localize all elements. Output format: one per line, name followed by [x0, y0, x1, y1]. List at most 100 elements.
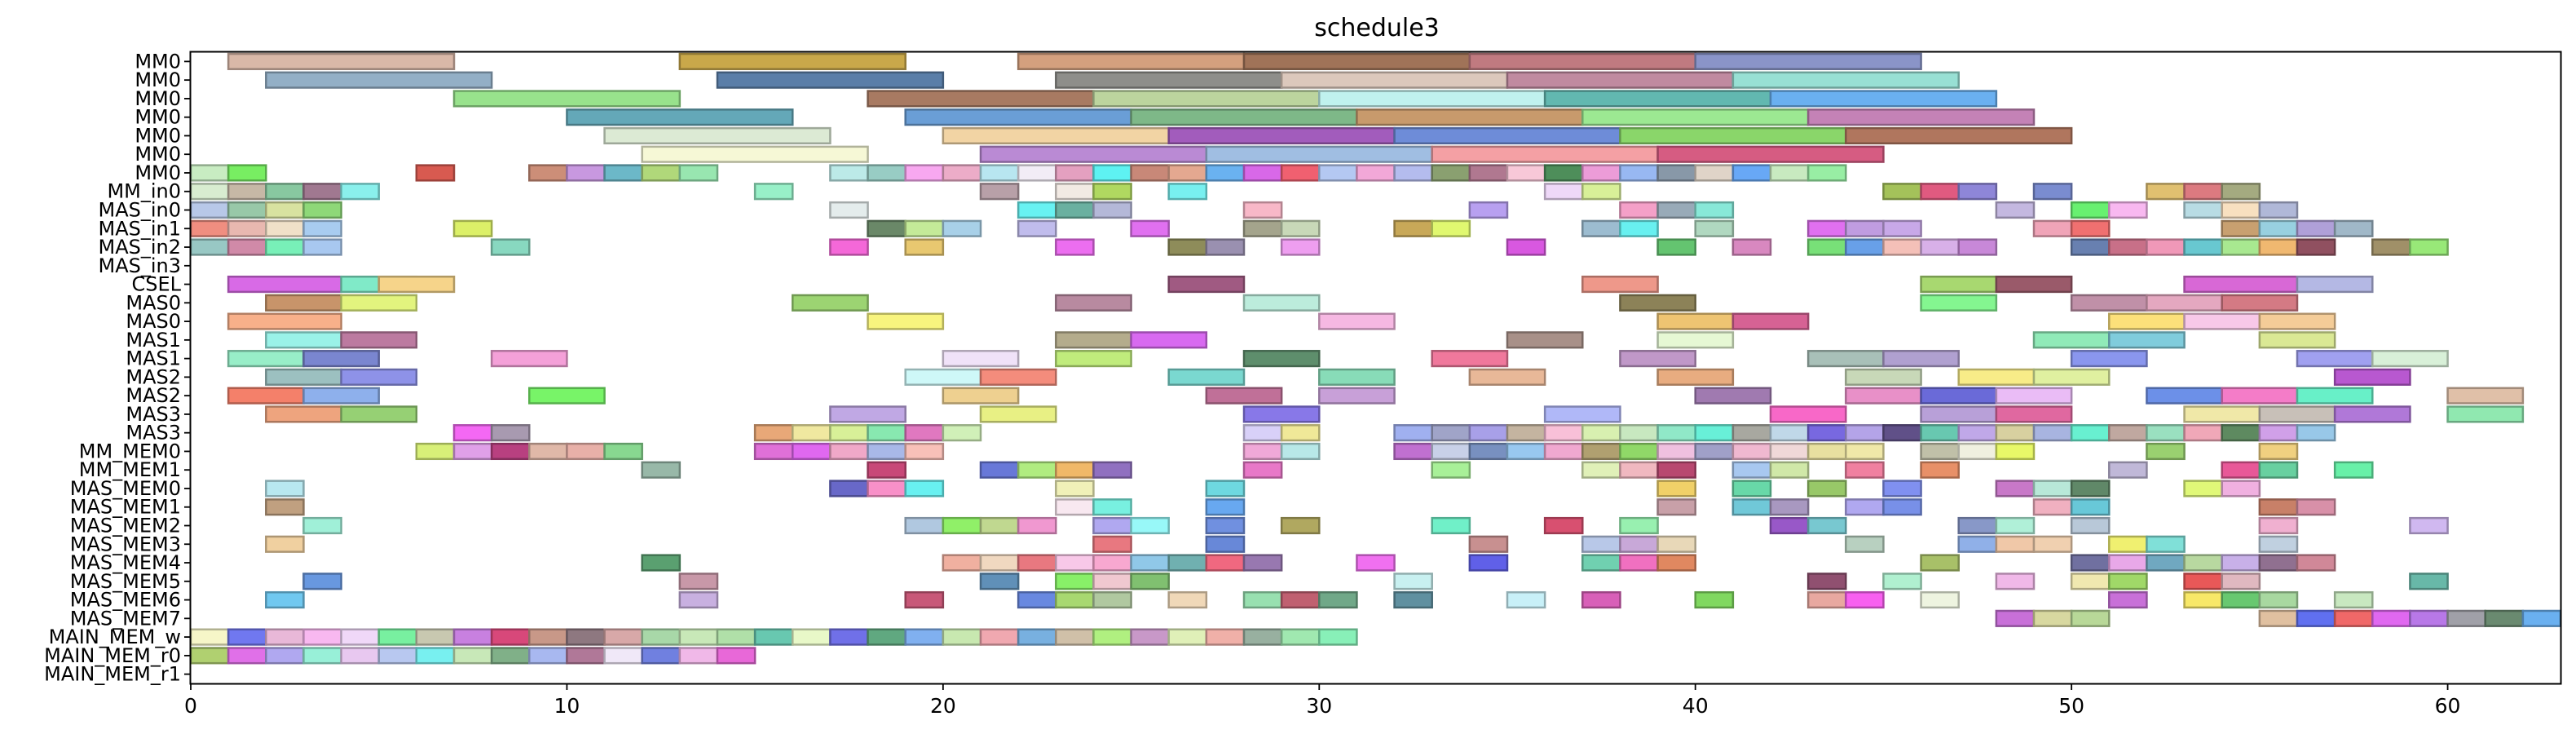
y-tick-label: MAS_in3 — [98, 254, 181, 277]
task-bar — [1092, 201, 1132, 219]
task-bar — [2409, 238, 2449, 256]
task-bar — [1017, 201, 1057, 219]
task-bar — [2221, 554, 2261, 572]
task-bar — [1806, 480, 1847, 497]
task-bar — [1619, 424, 1659, 442]
task-bar — [678, 590, 719, 609]
task-bar — [227, 312, 342, 330]
task-bar — [1581, 275, 1659, 294]
task-bar — [1619, 294, 1696, 312]
task-bar — [1092, 535, 1132, 553]
task-bar — [1581, 108, 1810, 126]
task-bar — [2032, 183, 2073, 201]
task-bar — [1995, 201, 2036, 219]
task-bar — [1882, 183, 1922, 201]
task-bar — [1619, 201, 1659, 219]
task-bar — [1393, 424, 1433, 442]
task-bar — [1656, 461, 1696, 479]
task-bar — [1845, 498, 1885, 516]
task-bar — [2258, 609, 2299, 627]
task-bar — [829, 201, 869, 219]
task-bar — [227, 238, 267, 256]
task-bar — [904, 442, 945, 461]
task-bar — [1957, 368, 2036, 386]
y-tick-label: MAS_MEM1 — [70, 496, 181, 519]
x-tick-label: 50 — [2058, 694, 2084, 718]
task-bar — [302, 183, 342, 201]
task-bar — [1694, 387, 1772, 405]
task-bar — [1242, 201, 1283, 219]
task-bar — [1845, 219, 1885, 237]
task-bar — [1619, 442, 1659, 461]
y-tick-label: MAS_MEM4 — [70, 551, 181, 574]
task-bar — [1543, 90, 1772, 108]
task-bar — [2296, 275, 2374, 294]
task-bar — [1845, 387, 1922, 405]
task-bar — [979, 183, 1020, 201]
task-bar — [979, 628, 1020, 646]
task-bar — [1543, 183, 1584, 201]
task-bar — [2333, 590, 2374, 609]
task-bar — [1957, 442, 1998, 461]
task-bar — [603, 126, 831, 145]
task-bar — [1845, 368, 1922, 386]
task-bar — [2221, 183, 2261, 201]
task-bar — [904, 628, 945, 646]
task-bar — [227, 201, 267, 219]
task-bar — [1318, 628, 1358, 646]
plot-frame — [189, 51, 2562, 685]
task-bar — [1694, 164, 1735, 182]
task-bar — [1167, 590, 1208, 609]
task-bar — [302, 628, 342, 646]
task-bar — [2070, 480, 2111, 497]
task-bar — [1806, 108, 2036, 126]
task-bar — [1055, 590, 1095, 609]
task-bar — [1619, 164, 1659, 182]
x-tick-label: 10 — [554, 694, 580, 718]
task-bar — [1806, 219, 1847, 237]
task-bar — [979, 461, 1020, 479]
task-bar — [1393, 219, 1433, 237]
task-bar — [1581, 219, 1621, 237]
task-bar — [1619, 535, 1659, 553]
task-bar — [2371, 238, 2411, 256]
task-bar — [829, 480, 869, 497]
task-bar — [2108, 201, 2148, 219]
task-bar — [1055, 461, 1095, 479]
task-bar — [1769, 498, 1810, 516]
task-bar — [641, 164, 681, 182]
task-bar — [340, 405, 418, 423]
task-bar — [1769, 442, 1810, 461]
task-bar — [1431, 164, 1471, 182]
task-bar — [227, 219, 267, 237]
task-bar — [867, 480, 906, 497]
task-bar — [2333, 461, 2374, 479]
y-tick-label: MM0 — [135, 69, 181, 91]
task-bar — [1356, 164, 1396, 182]
task-bar — [1882, 480, 1922, 497]
task-bar — [2032, 424, 2073, 442]
task-bar — [1619, 350, 1696, 368]
task-bar — [1619, 461, 1659, 479]
task-bar — [2070, 609, 2111, 627]
task-bar — [2333, 219, 2374, 237]
task-bar — [1092, 628, 1132, 646]
y-tick-label: MAS_MEM3 — [70, 533, 181, 555]
task-bar — [867, 442, 906, 461]
task-bar — [1731, 71, 1960, 89]
task-bar — [2371, 350, 2449, 368]
task-bar — [2183, 201, 2223, 219]
task-bar — [1092, 183, 1132, 201]
task-bar — [1280, 164, 1321, 182]
task-bar — [2258, 331, 2336, 349]
task-bar — [1543, 516, 1584, 535]
task-bar — [979, 573, 1020, 590]
task-bar — [1242, 52, 1471, 70]
task-bar — [1694, 201, 1735, 219]
x-tick-label: 30 — [1306, 694, 1332, 718]
task-bar — [1506, 442, 1546, 461]
task-bar — [2333, 405, 2411, 423]
task-bar — [2070, 424, 2111, 442]
task-bar — [1619, 219, 1659, 237]
task-bar — [678, 52, 906, 70]
